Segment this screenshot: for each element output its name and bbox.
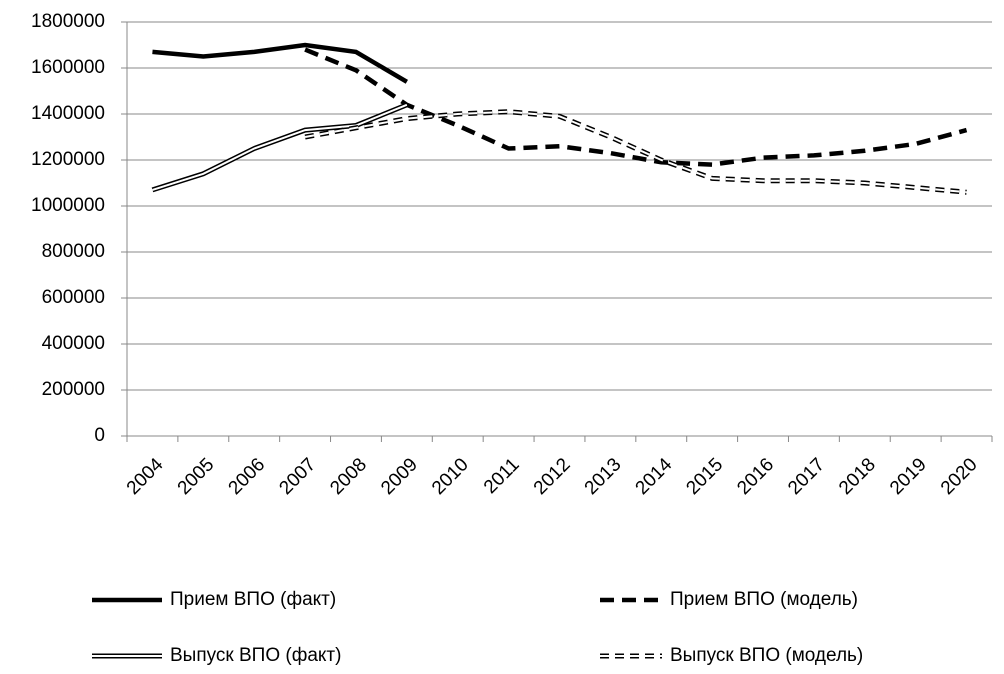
y-tick-label: 1200000 [31,149,105,170]
x-tick-label: 2017 [784,454,829,499]
series-line [304,47,968,167]
x-tick-label: 2009 [377,454,422,499]
x-tick-label: 2006 [225,454,270,499]
x-tick-label: 2019 [886,454,931,499]
x-tick-label: 2018 [835,454,880,499]
y-tick-label: 1000000 [31,195,105,216]
x-tick-label: 2016 [733,454,778,499]
legend-label: Прием ВПО (факт) [170,589,336,610]
y-tick-label: 400000 [42,333,105,354]
series-line-inner [152,103,408,191]
legend-label: Выпуск ВПО (факт) [170,645,341,666]
series-line-inner [304,110,967,194]
y-tick-label: 800000 [42,241,105,262]
x-tick-label: 2020 [937,454,982,499]
legend-label: Выпуск ВПО (модель) [670,645,863,666]
y-tick-label: 1400000 [31,103,105,124]
y-tick-label: 1600000 [31,57,105,78]
x-tick-label: 2010 [428,454,473,499]
y-tick-label: 0 [94,425,105,446]
y-tick-label: 1800000 [31,11,105,32]
y-tick-label: 200000 [42,379,105,400]
x-tick-label: 2008 [326,454,371,499]
x-tick-label: 2007 [275,454,320,499]
x-tick-label: 2014 [632,454,677,499]
x-tick-label: 2011 [480,454,524,498]
x-tick-label: 2012 [530,454,575,499]
x-tick-label: 2004 [123,454,168,499]
legend-label: Прием ВПО (модель) [670,589,858,610]
series-line [152,42,408,84]
x-tick-label: 2005 [174,454,219,499]
series-line [304,109,967,195]
y-tick-label: 600000 [42,287,105,308]
x-tick-label: 2013 [581,454,626,499]
x-tick-label: 2015 [682,454,727,499]
